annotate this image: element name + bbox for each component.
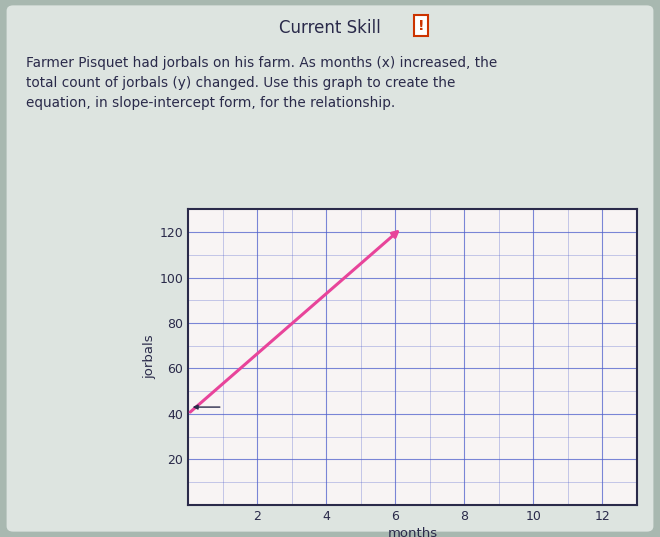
FancyBboxPatch shape xyxy=(7,5,653,532)
X-axis label: months: months xyxy=(387,527,438,537)
Y-axis label: jorbals: jorbals xyxy=(144,335,156,380)
Text: Current Skill: Current Skill xyxy=(279,19,381,37)
Text: Farmer Pisquet had jorbals on his farm. As months (x) increased, the
total count: Farmer Pisquet had jorbals on his farm. … xyxy=(26,56,498,111)
Text: !: ! xyxy=(418,19,424,33)
